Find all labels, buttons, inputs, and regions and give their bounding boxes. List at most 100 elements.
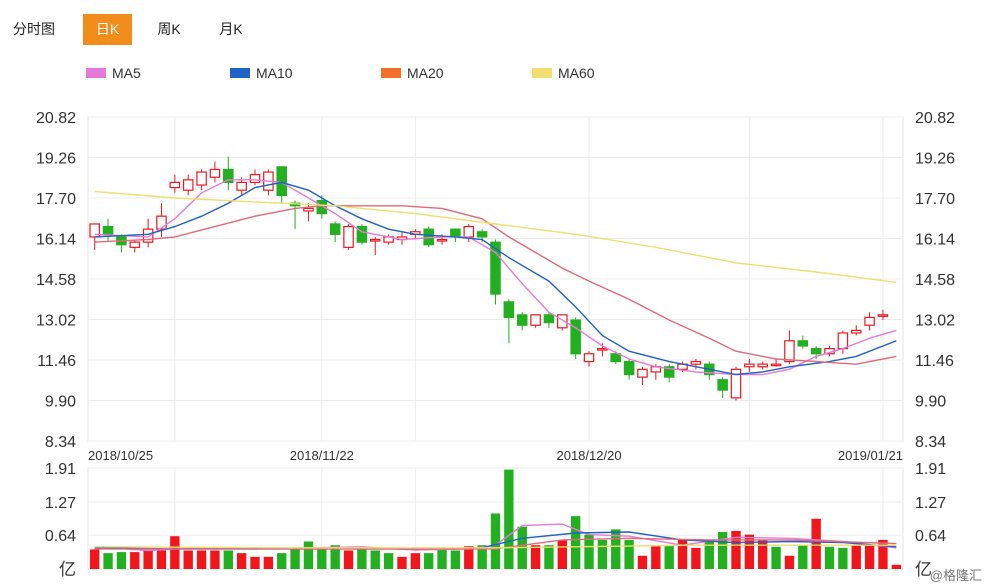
candle-down (797, 340, 809, 347)
candle-down (610, 353, 622, 363)
volume-bar (691, 547, 701, 569)
volume-bar (410, 553, 421, 569)
volume-tick-label-left: 0.64 (45, 528, 76, 545)
volume-bar (637, 555, 648, 569)
candle-up (784, 340, 795, 363)
tab-monthly-k[interactable]: 月K (219, 21, 243, 37)
volume-bar (851, 545, 861, 569)
legend-swatch-ma60 (532, 68, 552, 78)
volume-bar (477, 545, 487, 569)
candle-down (356, 225, 368, 243)
volume-bar (624, 539, 634, 569)
tab-daily-k[interactable]: 日K (83, 14, 132, 45)
candle-up (770, 363, 782, 367)
volume-bar (584, 534, 594, 569)
volume-bar (183, 550, 193, 569)
candle-up (89, 223, 100, 238)
y-tick-label-right: 14.58 (915, 272, 955, 289)
candle-up (463, 225, 475, 238)
volume-bar (303, 541, 314, 569)
legend-item-ma20[interactable]: MA20 (381, 62, 444, 84)
volume-bar (223, 550, 233, 569)
candle-up (690, 360, 702, 365)
volume-bar (196, 550, 207, 569)
volume-bar (651, 545, 661, 569)
volume-bar (210, 550, 220, 569)
volume-bar (103, 553, 113, 569)
y-tick-label-right: 8.34 (915, 434, 946, 451)
volume-bar (611, 529, 621, 569)
y-tick-label-left: 9.90 (45, 394, 76, 411)
volume-bar (490, 513, 501, 569)
volume-bar (544, 545, 554, 569)
volume-bar (357, 548, 367, 569)
volume-bar (677, 539, 688, 569)
tab-intraday[interactable]: 分时图 (13, 21, 55, 37)
volume-bar (370, 550, 380, 569)
candle-up (436, 238, 448, 242)
candle-up (369, 238, 381, 242)
y-tick-label-left: 8.34 (45, 434, 76, 451)
volume-bar (90, 549, 100, 569)
kline-ma10-line (94, 181, 897, 376)
volume-bar (290, 547, 300, 569)
volume-bar (704, 539, 714, 569)
legend: MA5 MA10 MA20 MA60 (0, 62, 985, 84)
volume-tick-label-left: 1.91 (45, 461, 76, 478)
legend-label-ma20: MA20 (407, 65, 444, 81)
volume-bar (864, 545, 875, 569)
legend-item-ma5[interactable]: MA5 (86, 62, 141, 84)
candle-up (877, 314, 889, 317)
volume-bar (731, 530, 741, 569)
candle-up (757, 363, 768, 368)
candle-down (329, 223, 341, 235)
candle-up (142, 228, 154, 243)
candle-down (623, 360, 635, 376)
candle-up (850, 329, 862, 334)
candle-up (730, 368, 742, 399)
candle-down (102, 225, 114, 235)
y-tick-label-right: 11.46 (915, 353, 954, 370)
candle-down (490, 241, 501, 295)
volume-bar (784, 555, 795, 569)
candle-up (129, 241, 141, 248)
candle-up (209, 168, 221, 178)
legend-item-ma60[interactable]: MA60 (532, 62, 595, 84)
candle-down (316, 199, 328, 215)
y-tick-label-right: 16.14 (915, 232, 955, 249)
candle-down (223, 168, 234, 184)
legend-label-ma5: MA5 (112, 65, 141, 81)
kline-ma5-line (94, 179, 897, 376)
legend-item-ma10[interactable]: MA10 (230, 62, 293, 84)
volume-bar (156, 550, 167, 569)
candle-up (744, 363, 755, 368)
volume-bar (664, 545, 674, 569)
candle-up (249, 174, 261, 184)
candle-up (196, 171, 207, 186)
tab-weekly-k[interactable]: 周K (157, 21, 181, 37)
legend-swatch-ma20 (381, 68, 401, 78)
x-date-label: 2018/11/22 (290, 448, 354, 463)
y-tick-label-left: 16.14 (36, 232, 76, 249)
candle-down (503, 301, 515, 319)
candle-down (570, 319, 581, 355)
volume-bar (130, 552, 140, 569)
volume-bar (744, 534, 755, 569)
x-date-label: 2019/01/21 (838, 448, 903, 463)
volume-bar (504, 469, 514, 569)
candle-down (543, 314, 555, 324)
volume-bar (891, 564, 901, 569)
kline-ma60-line (94, 190, 897, 284)
volume-ma20-line (94, 537, 897, 550)
candle-down (717, 379, 728, 391)
volume-unit-right: 亿 (915, 560, 932, 579)
candle-up (583, 353, 595, 363)
volume-bar (758, 539, 768, 569)
y-tick-label-left: 14.58 (36, 272, 76, 289)
candle-up (182, 179, 194, 191)
volume-bar (570, 516, 581, 569)
legend-label-ma60: MA60 (558, 65, 595, 81)
candle-up (837, 332, 849, 350)
candle-up (303, 207, 314, 212)
